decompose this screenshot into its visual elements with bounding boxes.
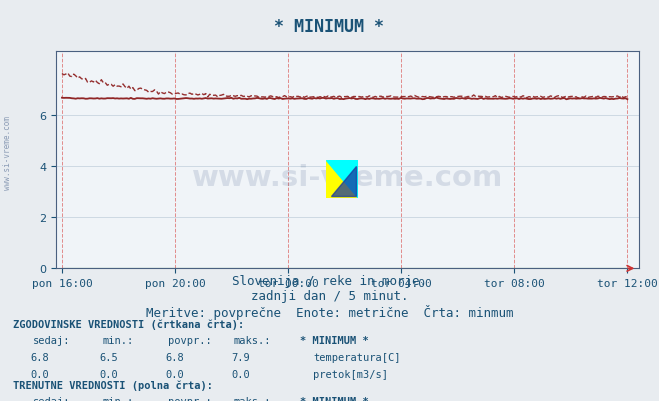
Text: maks.:: maks.: (234, 396, 272, 401)
Text: 6.8: 6.8 (166, 352, 185, 363)
Text: zadnji dan / 5 minut.: zadnji dan / 5 minut. (251, 290, 408, 302)
Text: 6.5: 6.5 (100, 352, 119, 363)
Text: 7.9: 7.9 (232, 352, 250, 363)
Text: 0.0: 0.0 (100, 369, 119, 379)
Text: TRENUTNE VREDNOSTI (polna črta):: TRENUTNE VREDNOSTI (polna črta): (13, 379, 213, 390)
Text: 6.8: 6.8 (31, 352, 49, 363)
Text: min.:: min.: (102, 396, 133, 401)
Text: sedaj:: sedaj: (33, 396, 71, 401)
Text: sedaj:: sedaj: (33, 336, 71, 346)
Text: 0.0: 0.0 (232, 369, 250, 379)
Text: Slovenija / reke in morje.: Slovenija / reke in morje. (232, 275, 427, 288)
Text: www.si-vreme.com: www.si-vreme.com (192, 164, 503, 192)
Text: Meritve: povprečne  Enote: metrične  Črta: minmum: Meritve: povprečne Enote: metrične Črta:… (146, 304, 513, 319)
Polygon shape (326, 160, 358, 198)
Text: * MINIMUM *: * MINIMUM * (300, 336, 368, 346)
Text: * MINIMUM *: * MINIMUM * (275, 18, 384, 36)
Polygon shape (326, 160, 358, 198)
Text: * MINIMUM *: * MINIMUM * (300, 396, 368, 401)
Text: www.si-vreme.com: www.si-vreme.com (3, 115, 13, 189)
Text: maks.:: maks.: (234, 336, 272, 346)
Text: pretok[m3/s]: pretok[m3/s] (313, 369, 388, 379)
Polygon shape (331, 166, 357, 196)
Text: min.:: min.: (102, 336, 133, 346)
Text: povpr.:: povpr.: (168, 336, 212, 346)
Text: 0.0: 0.0 (31, 369, 49, 379)
Text: 0.0: 0.0 (166, 369, 185, 379)
Text: temperatura[C]: temperatura[C] (313, 352, 401, 363)
Text: ZGODOVINSKE VREDNOSTI (črtkana črta):: ZGODOVINSKE VREDNOSTI (črtkana črta): (13, 319, 244, 329)
Text: povpr.:: povpr.: (168, 396, 212, 401)
